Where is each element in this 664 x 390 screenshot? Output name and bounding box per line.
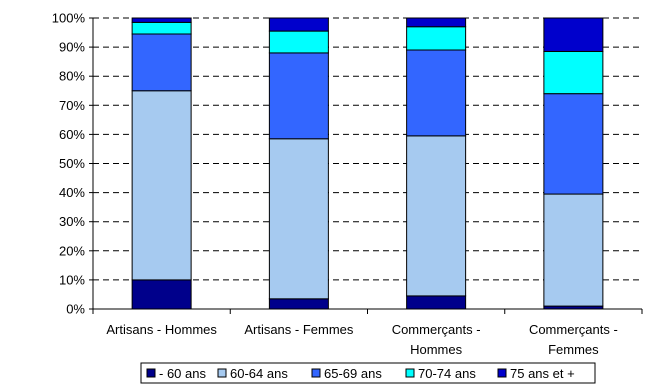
bar-segment: [406, 135, 467, 297]
axes: [89, 17, 643, 314]
bars: [131, 17, 604, 310]
legend-swatch: [497, 368, 507, 378]
legend-swatch: [405, 368, 415, 378]
x-tick-label: Femmes: [548, 342, 599, 357]
x-tick-label: Hommes: [410, 342, 463, 357]
bar-segment: [131, 21, 192, 35]
legend-box: [140, 362, 596, 384]
legend-label: 70-74 ans: [418, 366, 476, 381]
x-tick-label: Artisans - Hommes: [106, 322, 217, 337]
y-tick-label: 100%: [52, 11, 86, 26]
y-tick-label: 40%: [59, 185, 85, 200]
bar-segment: [543, 50, 604, 95]
x-tick-label: Commerçants -: [392, 322, 481, 337]
legend-label: 60-64 ans: [230, 366, 288, 381]
y-tick-label: 10%: [59, 272, 85, 287]
x-tick-label: Artisans - Femmes: [244, 322, 354, 337]
x-tick-label: Commerçants -: [529, 322, 618, 337]
legend-label: 65-69 ans: [324, 366, 382, 381]
y-tick-label: 20%: [59, 243, 85, 258]
bar-segment: [268, 298, 329, 310]
y-tick-label: 80%: [59, 69, 85, 84]
y-tick-label: 0%: [66, 302, 85, 317]
y-tick-label: 70%: [59, 98, 85, 113]
bar-segment: [268, 138, 329, 300]
bar-segment: [268, 30, 329, 54]
y-axis-tick-labels: 0% 10% 20% 30% 40% 50% 60% 70% 80% 90% 100%: [52, 11, 86, 317]
bar-segment: [131, 17, 192, 23]
bar-segment: [543, 193, 604, 307]
bar-segment: [406, 26, 467, 51]
bar-segment: [406, 17, 467, 28]
legend-label: - 60 ans: [159, 366, 206, 381]
y-tick-label: 30%: [59, 214, 85, 229]
y-tick-label: 90%: [59, 40, 85, 55]
bar-segment: [131, 33, 192, 92]
y-tick-label: 60%: [59, 127, 85, 142]
bar-segment: [406, 49, 467, 137]
bar-segment: [543, 93, 604, 195]
bar-segment: [268, 17, 329, 32]
bar-segment: [131, 279, 192, 310]
bar-segment: [131, 90, 192, 281]
legend-swatch: [146, 368, 156, 378]
bar-segment: [406, 295, 467, 310]
bar-segment: [543, 17, 604, 52]
bar-segment: [268, 52, 329, 140]
legend-swatch: [217, 368, 227, 378]
legend-label: 75 ans et +: [510, 366, 575, 381]
x-axis-tick-labels: Artisans - Hommes Artisans - Femmes Commer…: [106, 322, 617, 357]
legend-swatch: [311, 368, 321, 378]
y-tick-label: 50%: [59, 156, 85, 171]
legend: - 60 ans 60-64 ans 65-69 ans 70-74 ans 75 an…: [140, 362, 596, 384]
